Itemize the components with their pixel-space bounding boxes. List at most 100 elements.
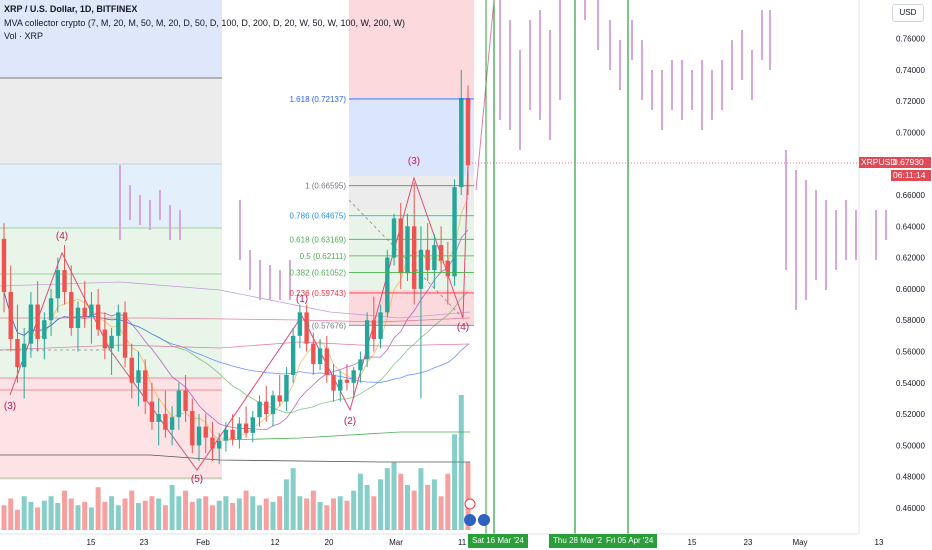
volume-bar (75, 505, 81, 530)
price-tick-label: 0.56000 (896, 348, 925, 357)
volume-bar (404, 485, 410, 530)
moving-average-line (3, 291, 469, 383)
volume-bar (122, 498, 128, 530)
candle-body (412, 226, 417, 289)
candle-body (8, 292, 13, 339)
volume-bar (364, 485, 370, 530)
candle-body (338, 379, 343, 391)
fib-label: 0.236 (0.59743) (290, 289, 347, 298)
volume-bar (209, 505, 215, 530)
price-tick-label: 0.64000 (896, 222, 925, 231)
candle-body (163, 414, 168, 430)
candle-body (358, 359, 363, 371)
candle-body (432, 245, 437, 271)
candle-body (465, 97, 471, 166)
long-ma-line (0, 281, 471, 319)
volume-bar (41, 500, 47, 530)
volume-bar (115, 505, 121, 530)
volume-bar (230, 503, 236, 530)
volume-bar (324, 505, 330, 530)
wave-label: (3) (4, 401, 16, 412)
volume-bar (297, 496, 303, 530)
candle-body (75, 307, 81, 329)
price-axis[interactable]: 0.46000 0.48000 0.50000 0.52000 0.54000 0.560… (896, 35, 925, 514)
volume-bar (21, 496, 27, 530)
candle-body (15, 338, 20, 368)
volume-bar (142, 500, 148, 530)
weekly-ma-line (0, 454, 470, 463)
fib-label: 1.618 (0.72137) (290, 95, 347, 104)
candle-body (371, 320, 377, 339)
projection-line (475, 0, 495, 191)
candle-body (284, 374, 289, 402)
volume-bar (310, 490, 316, 530)
volume-legend[interactable]: Vol · XRP (4, 31, 44, 41)
flag-icon[interactable] (464, 514, 476, 526)
weekly-ma-line (221, 431, 470, 441)
candle-body (55, 270, 60, 299)
volume-bar (438, 496, 444, 530)
candle-body (216, 440, 222, 449)
candle-body (48, 298, 54, 321)
wave-label: (5) (191, 474, 203, 485)
price-tick-label: 0.76000 (896, 35, 925, 44)
price-tick-label: 0.72000 (896, 97, 925, 106)
candle-body (95, 304, 101, 330)
volume-bar (236, 498, 242, 530)
volume-bar (102, 501, 108, 530)
candle-body (459, 97, 464, 188)
time-tick-label: 20 (325, 538, 334, 547)
date-tag: Thu 28 Mar '24 (549, 534, 611, 548)
indicator-legend[interactable]: MVA collector crypto (7, M, 20, M, 50, M… (4, 18, 405, 28)
currency-button[interactable]: USD (892, 4, 924, 22)
volume-bar (216, 500, 222, 530)
price-tick-label: 0.60000 (896, 285, 925, 294)
price-tick-label: 0.50000 (896, 441, 925, 450)
wave-label: (2) (344, 416, 356, 427)
flash-icon[interactable] (464, 498, 476, 510)
candle-body (143, 370, 148, 402)
fib-levels: 1.618 (0.72137) 1 (0.66595) 0.786 (0.64675… (290, 95, 474, 330)
moving-average-line (3, 197, 469, 441)
zone-red-top (349, 0, 474, 98)
candle-body (324, 348, 329, 375)
volume-bar (243, 490, 249, 530)
candle-body (237, 423, 242, 440)
volume-bar (263, 498, 269, 530)
candle-body (405, 226, 410, 274)
candle-body (109, 335, 114, 349)
volume-bar (176, 496, 182, 530)
flag-icon[interactable] (478, 514, 490, 526)
volume-bar (465, 462, 471, 530)
zone-green (0, 228, 222, 378)
candle-body (129, 357, 134, 383)
candle-body (89, 304, 94, 318)
volume-bar (28, 501, 34, 530)
volume-bar (331, 498, 337, 530)
candle-body (311, 343, 316, 365)
time-tick-label: 12 (271, 538, 280, 547)
candle-body (190, 410, 195, 446)
volume-bar (68, 498, 74, 530)
volume-bar (196, 498, 202, 530)
price-tick-label: 0.58000 (896, 316, 925, 325)
candle-body (183, 390, 188, 411)
candle-body (297, 312, 303, 336)
volume-bar (431, 479, 437, 530)
volume-bar (283, 479, 289, 530)
volume-bar (351, 490, 357, 530)
time-axis[interactable]: 15 23 Feb 12 20 Mar 11 15 23 May 13 (87, 538, 884, 547)
fib-label: 0.618 (0.63169) (290, 235, 347, 244)
candle-body (35, 304, 40, 339)
candle-body (364, 320, 370, 360)
volume-bar (384, 468, 390, 530)
time-tick-label: 11 (458, 538, 467, 547)
candle-body (290, 335, 296, 375)
candle-body (69, 292, 74, 329)
volume-bar (129, 490, 135, 530)
zone-blue-top (0, 0, 222, 78)
wave-label: (4) (56, 231, 68, 242)
candle-body (317, 348, 323, 365)
volume-bar (149, 496, 155, 530)
